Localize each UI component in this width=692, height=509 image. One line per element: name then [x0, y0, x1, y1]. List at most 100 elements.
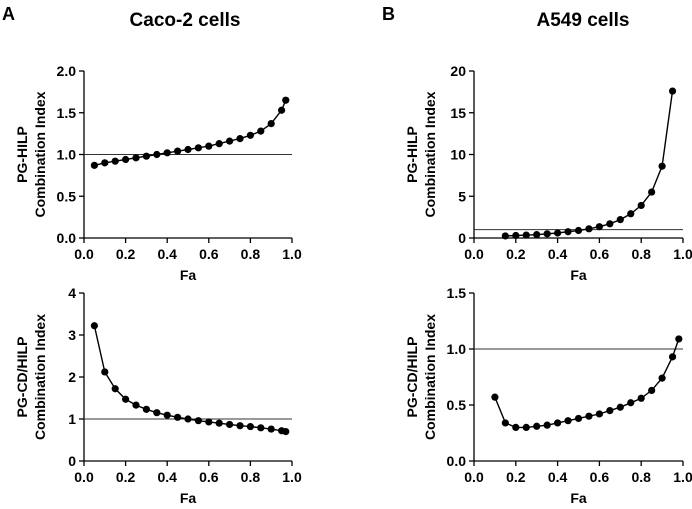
x-tick-label: 0.2	[116, 469, 136, 485]
x-tick-label: 1.0	[282, 469, 302, 485]
y-tick-label: 0.0	[57, 230, 77, 246]
data-point	[501, 419, 509, 427]
data-point	[90, 161, 98, 169]
y-tick-label: 0.5	[57, 188, 77, 204]
x-tick-label: 0.6	[590, 246, 610, 262]
data-point	[606, 407, 614, 415]
data-point	[205, 418, 213, 426]
panel-title-a549: A549 cells	[537, 10, 630, 31]
x-tick-label: 0.4	[157, 246, 177, 262]
y-tick-label: 4	[68, 285, 76, 301]
data-point	[512, 423, 520, 431]
y-axis-label-line: Combination Index	[422, 91, 438, 217]
x-axis-label: Fa	[570, 267, 587, 283]
x-tick-label: 1.0	[673, 246, 692, 262]
data-point	[595, 410, 604, 418]
data-point	[194, 144, 202, 152]
data-point	[595, 223, 604, 231]
y-tick-label: 0.0	[447, 453, 467, 469]
x-tick-label: 0.6	[199, 246, 219, 262]
data-point	[668, 353, 677, 361]
y-tick-label: 10	[450, 147, 466, 163]
y-tick-label: 1.0	[57, 147, 77, 163]
data-point	[111, 157, 119, 165]
y-tick-label: 0	[458, 230, 466, 246]
y-tick-label: 0	[68, 453, 76, 469]
data-point	[564, 417, 572, 425]
data-point	[675, 335, 683, 343]
data-point	[215, 419, 223, 427]
x-tick-label: 0.6	[199, 469, 219, 485]
data-point	[236, 135, 244, 143]
y-axis-label-line: PG-CD/HILP	[404, 337, 420, 418]
x-tick-label: 0.2	[506, 469, 526, 485]
data-point	[501, 232, 509, 240]
series-line	[505, 90, 674, 237]
data-point	[267, 120, 275, 128]
data-point	[564, 228, 572, 236]
plot-3: 0 1 2 3 4 0.0 0.2 0.4 0.6 0.8 1.0 Fa PG-CD/HILP Combi…	[14, 285, 302, 506]
x-tick-label: 0.8	[241, 246, 261, 262]
y-tick-label: 5	[458, 188, 466, 204]
data-point	[132, 154, 140, 162]
y-axis-label-line: Combination Index	[422, 314, 438, 440]
data-point	[585, 225, 593, 233]
data-point	[163, 149, 171, 157]
data-point	[194, 417, 202, 425]
data-point	[658, 374, 666, 382]
data-point	[257, 127, 265, 135]
data-point	[142, 405, 150, 413]
x-tick-label: 0.8	[631, 246, 651, 262]
plot-2: 0 5 10 15 20 0.0 0.2 0.4 0.6 0.8 1.0 Fa PG-HILP Combi…	[404, 63, 692, 283]
data-point	[226, 137, 234, 145]
data-point	[574, 414, 583, 423]
y-axis-label-line: Combination Index	[32, 91, 48, 217]
data-point	[616, 216, 624, 224]
x-tick-label: 0.4	[548, 469, 568, 485]
data-point	[111, 385, 119, 393]
data-point	[174, 413, 182, 421]
panel-letter-a: A	[2, 4, 15, 24]
data-point	[278, 106, 286, 114]
data-point	[648, 386, 656, 395]
y-tick-label: 2.0	[57, 63, 77, 79]
data-point	[101, 159, 109, 167]
data-point	[554, 419, 562, 427]
data-point	[132, 401, 140, 409]
y-axis-label-line: PG-HILP	[14, 126, 30, 183]
data-point	[90, 322, 98, 330]
data-point	[554, 229, 562, 237]
data-point	[658, 162, 666, 170]
data-point	[174, 147, 182, 155]
data-point	[522, 423, 530, 431]
data-point	[153, 409, 161, 417]
data-point	[246, 131, 254, 139]
x-tick-label: 0.0	[464, 469, 484, 485]
data-point	[226, 420, 234, 429]
data-point	[282, 428, 290, 436]
data-point	[491, 393, 499, 401]
x-tick-label: 0.0	[74, 469, 94, 485]
data-point	[163, 411, 171, 419]
plots-container: 0.0 0.5 1.0 1.5 2.0 0.0 0.2 0.4 0.6 0.8 1.0 Fa PG-HI…	[14, 63, 692, 506]
data-point	[522, 231, 530, 239]
data-point	[184, 145, 192, 154]
y-tick-label: 1.5	[57, 105, 77, 121]
x-tick-label: 0.4	[157, 469, 177, 485]
x-tick-label: 1.0	[673, 469, 692, 485]
y-tick-label: 3	[68, 327, 76, 343]
data-point	[122, 155, 130, 164]
y-axis-label-line: Combination Index	[32, 314, 48, 440]
y-tick-label: 1.0	[447, 341, 467, 357]
data-point	[267, 425, 275, 433]
y-tick-label: 15	[450, 105, 466, 121]
x-tick-label: 0.4	[548, 246, 568, 262]
data-point	[257, 424, 265, 432]
data-point	[585, 412, 593, 420]
data-point	[122, 395, 130, 403]
data-point	[101, 368, 109, 376]
x-tick-label: 0.2	[116, 246, 136, 262]
x-tick-label: 0.8	[241, 469, 261, 485]
x-tick-label: 0.6	[590, 469, 610, 485]
